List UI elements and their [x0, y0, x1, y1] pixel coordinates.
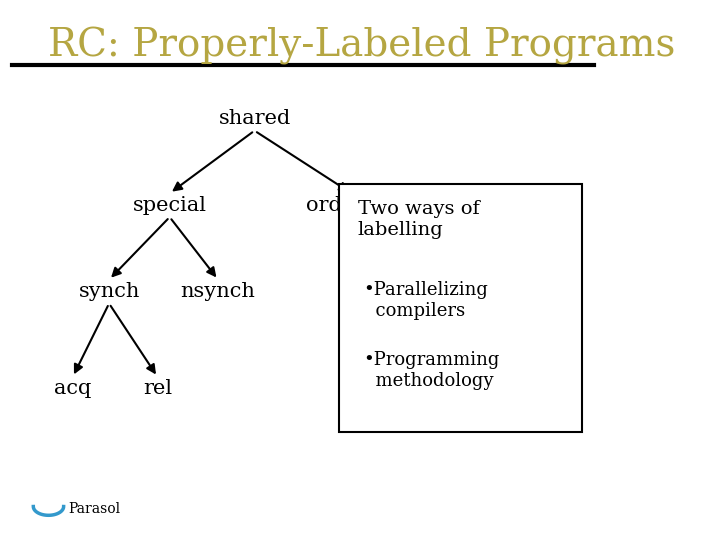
Text: •Parallelizing
  compilers: •Parallelizing compilers — [364, 281, 488, 320]
Bar — [339, 184, 582, 432]
Text: Two ways of
labelling: Two ways of labelling — [358, 200, 480, 239]
Text: special: special — [132, 195, 207, 215]
Text: acq: acq — [54, 379, 91, 399]
Text: synch: synch — [78, 282, 140, 301]
Text: nsynch: nsynch — [181, 282, 256, 301]
Text: ordinary: ordinary — [306, 195, 397, 215]
Text: Parasol: Parasol — [68, 502, 120, 516]
Text: RC: Properly-Labeled Programs: RC: Properly-Labeled Programs — [48, 27, 676, 65]
Text: •Programming
  methodology: •Programming methodology — [364, 351, 500, 390]
Text: shared: shared — [218, 109, 291, 129]
Text: rel: rel — [143, 379, 172, 399]
